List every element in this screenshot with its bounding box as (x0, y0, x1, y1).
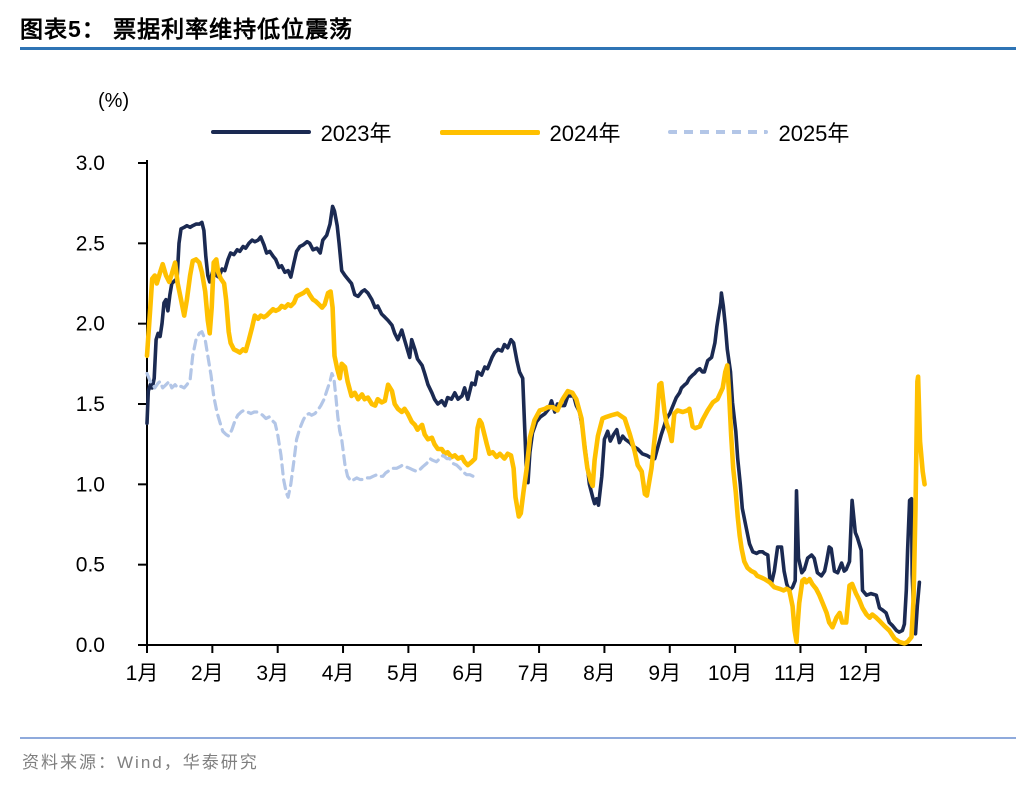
chart-legend: 2023年 2024年 2025年 (0, 116, 1036, 148)
title-underline-rule (20, 47, 1016, 50)
series-line-2023年 (145, 204, 922, 636)
x-tick-label: 1月 (126, 662, 159, 685)
x-tick-label: 5月 (387, 662, 420, 685)
y-tick-label: 2.0 (76, 313, 105, 336)
legend-line-swatch-2023 (210, 130, 311, 134)
legend-item-2023: 2023年 (210, 116, 392, 148)
legend-label-2023: 2023年 (320, 121, 392, 146)
x-tick-label: 2月 (191, 662, 224, 685)
y-tick-label: 0.5 (76, 554, 105, 577)
x-tick-label: 4月 (322, 662, 355, 685)
x-tick-label: 11月 (774, 662, 817, 685)
source-note: 资料来源：Wind，华泰研究 (22, 753, 259, 772)
x-tick-label: 9月 (648, 662, 681, 685)
x-tick-label: 8月 (583, 662, 616, 685)
y-tick-label: 2.5 (76, 232, 105, 255)
x-tick-label: 7月 (518, 662, 551, 685)
x-tick-label: 12月 (839, 662, 883, 685)
y-tick-label: 3.0 (76, 152, 105, 175)
x-tick-label: 10月 (708, 662, 752, 685)
legend-item-2024: 2024年 (439, 116, 621, 148)
legend-label-2025: 2025年 (778, 121, 850, 146)
y-tick-label: 0.0 (76, 634, 105, 657)
series-line-2024年 (144, 257, 927, 646)
source-divider-rule (20, 737, 1016, 739)
y-tick-label: 1.5 (76, 393, 105, 416)
y-axis-unit-label: (%) (98, 90, 130, 112)
y-tick-label: 1.0 (76, 473, 105, 496)
legend-line-swatch-2024 (439, 129, 540, 135)
x-tick-label: 6月 (452, 662, 485, 685)
x-tick-label: 3月 (256, 662, 289, 685)
legend-line-swatch-2025 (668, 130, 769, 134)
figure-title: 图表5： 票据利率维持低位震荡 (20, 16, 354, 42)
legend-label-2024: 2024年 (549, 121, 621, 146)
legend-item-2025: 2025年 (668, 116, 849, 148)
series-line-2025年 (145, 330, 479, 499)
